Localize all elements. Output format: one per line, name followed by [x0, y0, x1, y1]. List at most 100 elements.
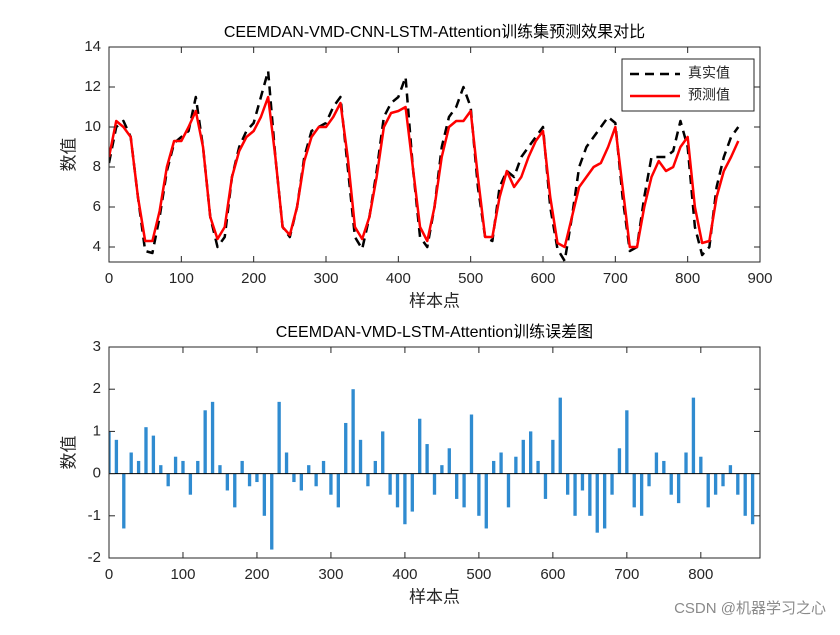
bar — [307, 465, 311, 474]
bar — [484, 473, 488, 529]
bar — [366, 473, 370, 487]
x-tick-label: 900 — [747, 270, 772, 287]
bar — [632, 473, 636, 508]
bar — [336, 473, 340, 508]
bar — [440, 465, 444, 474]
bar — [247, 473, 252, 487]
bar — [210, 401, 215, 474]
bar — [277, 401, 281, 474]
y-tick-label: 10 — [84, 118, 101, 135]
bar — [573, 473, 577, 516]
bar — [292, 473, 296, 483]
bar — [395, 473, 400, 508]
bar — [181, 460, 185, 474]
bar — [203, 410, 207, 474]
x-tick-label: 600 — [540, 566, 565, 583]
y-tick-label: 8 — [93, 158, 101, 175]
y-tick-label: 1 — [93, 422, 101, 439]
x-tick-label: 800 — [675, 270, 700, 287]
bar — [477, 473, 481, 516]
bar — [706, 473, 710, 508]
bar — [750, 473, 755, 525]
bar — [536, 460, 540, 474]
y-tick-label: 4 — [93, 238, 101, 255]
bar — [218, 465, 222, 474]
bar — [543, 473, 548, 499]
bar — [558, 397, 562, 474]
bar — [358, 439, 363, 474]
bar — [159, 465, 163, 474]
bar — [617, 448, 622, 474]
bar — [381, 431, 385, 474]
bar — [418, 418, 422, 474]
x-tick-label: 400 — [386, 270, 411, 287]
y-axis-label: 数值 — [59, 138, 78, 172]
x-tick-label: 500 — [466, 566, 491, 583]
bar — [462, 473, 466, 508]
y-tick-label: -2 — [88, 549, 101, 566]
y-tick-label: 2 — [93, 380, 101, 397]
x-tick-label: 400 — [392, 566, 417, 583]
y-axis-label: 数值 — [59, 436, 78, 470]
bar — [447, 448, 451, 474]
bar — [499, 452, 503, 474]
bar — [610, 473, 614, 495]
bar — [669, 473, 673, 495]
y-tick-label: 12 — [84, 78, 101, 95]
bar — [344, 422, 348, 474]
bar — [233, 473, 237, 508]
bar — [270, 473, 274, 550]
bar — [299, 473, 304, 491]
axes-box — [108, 46, 761, 263]
x-axis-label: 样本点 — [409, 291, 460, 310]
bar — [654, 452, 659, 474]
legend-box — [621, 58, 755, 112]
bar — [529, 431, 533, 474]
bar — [373, 460, 377, 474]
bar — [314, 473, 318, 487]
bar — [625, 410, 629, 474]
bar — [425, 444, 429, 474]
x-tick-label: 800 — [688, 566, 713, 583]
y-tick-label: 14 — [84, 38, 101, 55]
chart-title: CEEMDAN-VMD-CNN-LSTM-Attention训练集预测效果对比 — [224, 23, 645, 41]
bar — [284, 452, 289, 474]
bar — [432, 473, 437, 495]
bar — [713, 473, 718, 495]
bar — [647, 473, 651, 487]
plot-marks — [109, 389, 755, 550]
bar — [410, 473, 414, 512]
legend-label: 真实值 — [688, 65, 730, 81]
bar — [728, 465, 733, 474]
bar — [151, 435, 156, 474]
bar — [129, 452, 133, 474]
bar — [196, 460, 200, 474]
bar — [699, 456, 703, 474]
x-tick-label: 600 — [530, 270, 555, 287]
x-tick-label: 300 — [318, 566, 343, 583]
bar — [492, 460, 496, 474]
bar — [469, 414, 474, 474]
bar — [662, 460, 666, 474]
x-tick-label: 700 — [614, 566, 639, 583]
bar — [388, 473, 392, 495]
bar — [114, 439, 119, 474]
y-tick-label: 0 — [93, 465, 101, 482]
bar — [691, 397, 696, 474]
bar — [684, 452, 688, 474]
bar — [514, 456, 518, 474]
bar — [321, 460, 326, 474]
x-tick-label: 500 — [458, 270, 483, 287]
y-tick-label: 3 — [93, 338, 101, 355]
bar — [743, 473, 747, 516]
bar — [255, 473, 259, 483]
y-tick-label: 6 — [93, 198, 101, 215]
bar — [736, 473, 740, 495]
bar — [329, 473, 333, 495]
x-tick-label: 200 — [244, 566, 269, 583]
bar — [351, 389, 355, 474]
bar — [136, 460, 141, 474]
bar — [173, 456, 178, 474]
bar — [551, 439, 555, 474]
